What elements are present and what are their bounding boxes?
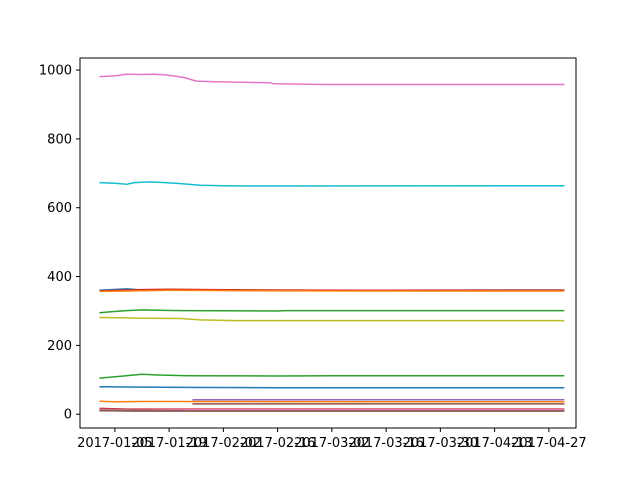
series-line	[99, 73, 565, 86]
x-tick-label: 2017-03-02	[294, 436, 370, 451]
x-tick-label: 2017-03-16	[348, 436, 424, 451]
series-line	[99, 181, 565, 187]
y-tick-label: 800	[47, 132, 72, 147]
y-tick-label: 1000	[39, 64, 72, 79]
series-line	[99, 373, 565, 379]
x-tick-label: 2017-03-30	[403, 436, 479, 451]
x-tick-label: 2017-04-13	[457, 436, 533, 451]
axis-layer: 020040060080010002017-01-052017-01-19201…	[39, 64, 587, 451]
x-tick-label: 2017-02-02	[186, 436, 262, 451]
y-tick-label: 600	[47, 201, 72, 216]
series-line	[99, 309, 565, 314]
series-line	[99, 407, 565, 410]
y-tick-label: 0	[64, 408, 72, 423]
series-line	[99, 289, 565, 293]
y-tick-label: 200	[47, 339, 72, 354]
x-tick-label: 2017-04-27	[511, 436, 587, 451]
series-line	[99, 385, 565, 389]
series-line	[99, 400, 565, 403]
x-tick-label: 2017-02-16	[240, 436, 316, 451]
y-tick-label: 400	[47, 270, 72, 285]
series-layer	[99, 73, 565, 412]
series-line	[99, 316, 565, 322]
plot-frame	[79, 57, 577, 429]
x-tick-label: 2017-01-19	[131, 436, 207, 451]
x-tick-label: 2017-01-05	[77, 436, 153, 451]
